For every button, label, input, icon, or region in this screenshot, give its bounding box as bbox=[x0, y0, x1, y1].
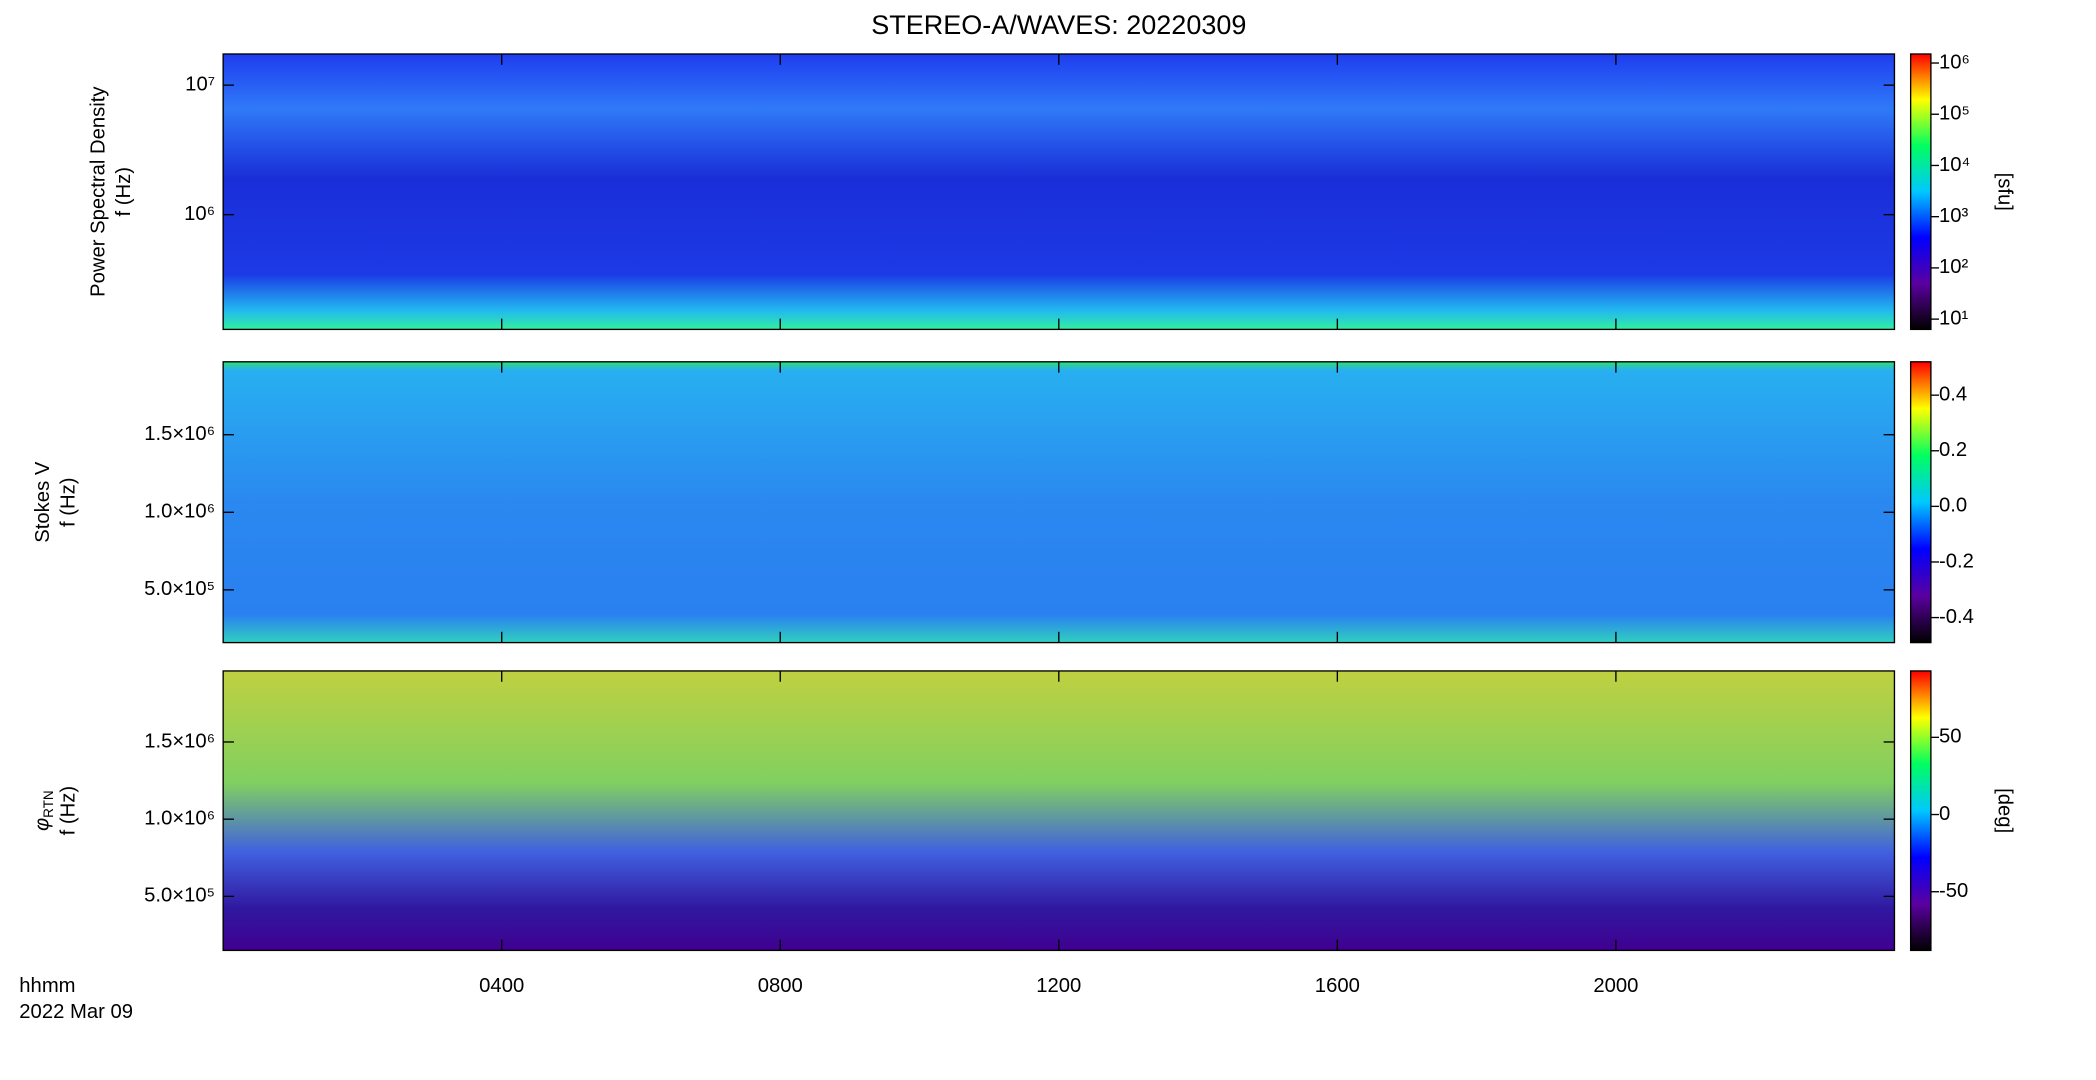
y-tick-label: 5.0×10⁵ bbox=[144, 578, 215, 600]
colorbar-tick-label: 10² bbox=[1939, 256, 1969, 278]
y-tick-label: 5.0×10⁵ bbox=[144, 885, 215, 907]
colorbar-tick-label: -0.4 bbox=[1939, 606, 1974, 628]
y-tick-label: 1.0×10⁶ bbox=[144, 808, 215, 830]
y-tick-label: 10⁶ bbox=[184, 203, 215, 225]
x-tick-label: 1200 bbox=[1036, 975, 1081, 997]
y-axis-label: Power Spectral Density bbox=[87, 86, 109, 297]
x-axis-label: hhmm bbox=[19, 975, 75, 997]
spectrogram-panel bbox=[222, 670, 1896, 952]
y-axis-label: φRTN bbox=[32, 790, 56, 831]
colorbar-tick-label: 50 bbox=[1939, 726, 1962, 748]
colorbar-tick-label: 10⁵ bbox=[1939, 103, 1970, 125]
x-axis-label: 2022 Mar 09 bbox=[19, 1001, 133, 1023]
colorbar-tick-label: 10³ bbox=[1939, 205, 1969, 227]
colorbar-tick-label: -0.2 bbox=[1939, 550, 1974, 572]
y-axis-label-subscript: RTN bbox=[41, 790, 56, 818]
colorbar-label: [deg] bbox=[1993, 788, 2015, 833]
colorbar-tick-label: 10¹ bbox=[1939, 307, 1969, 329]
x-tick-label: 0400 bbox=[479, 975, 524, 997]
colorbar-tick-label: 0.2 bbox=[1939, 439, 1967, 461]
spectrogram-panel bbox=[222, 361, 1896, 644]
y-axis-label: Stokes V bbox=[32, 461, 54, 543]
colorbar-tick-label: 10⁴ bbox=[1939, 154, 1970, 176]
y-axis-label: f (Hz) bbox=[113, 167, 135, 216]
y-tick-label: 10⁷ bbox=[185, 73, 215, 95]
colorbar bbox=[1909, 670, 1932, 952]
colorbar-tick-label: 0.0 bbox=[1939, 495, 1967, 517]
x-tick-label: 0800 bbox=[758, 975, 803, 997]
chart-title: STEREO-A/WAVES: 20220309 bbox=[871, 10, 1246, 40]
y-axis-label-symbol: φ bbox=[32, 818, 54, 831]
y-tick-label: 1.5×10⁶ bbox=[144, 730, 215, 752]
colorbar bbox=[1909, 361, 1932, 644]
colorbar-tick-label: 10⁶ bbox=[1939, 51, 1970, 73]
x-tick-label: 1600 bbox=[1315, 975, 1360, 997]
y-axis-label: f (Hz) bbox=[58, 477, 80, 527]
colorbar-tick-label: 0.4 bbox=[1939, 384, 1967, 406]
y-tick-label: 1.5×10⁶ bbox=[144, 423, 215, 445]
colorbar-tick-label: 0 bbox=[1939, 803, 1950, 825]
colorbar-label: [sfu] bbox=[1993, 173, 2015, 211]
y-axis-label: f (Hz) bbox=[58, 786, 80, 835]
x-tick-label: 2000 bbox=[1593, 975, 1638, 997]
colorbar-tick-label: -50 bbox=[1939, 880, 1968, 902]
colorbar bbox=[1909, 53, 1932, 331]
y-tick-label: 1.0×10⁶ bbox=[144, 501, 215, 523]
spectrogram-panel bbox=[222, 53, 1896, 331]
